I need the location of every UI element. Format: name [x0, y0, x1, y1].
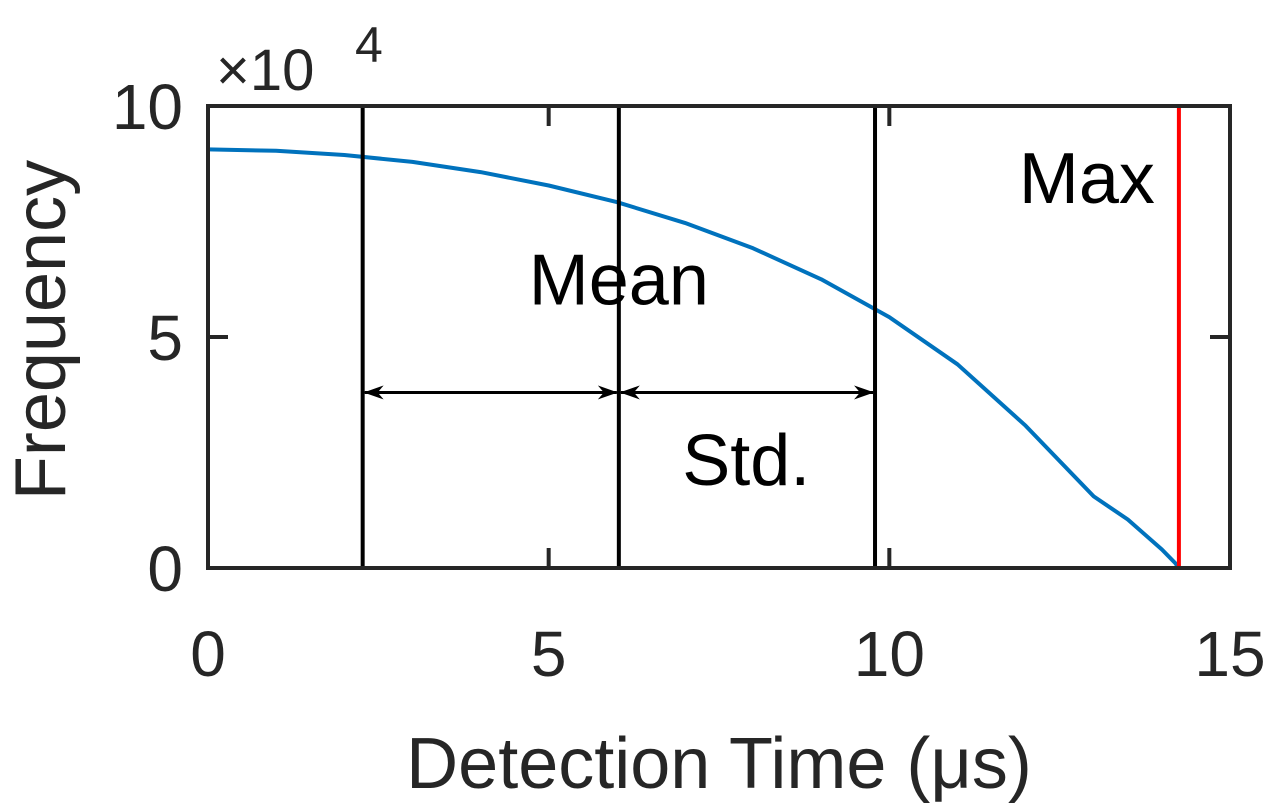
y-tick-label-0: 0: [147, 533, 183, 605]
x-tick-label-3: 15: [1194, 618, 1265, 690]
annotation-std: Std.: [682, 421, 810, 501]
x-tick-label-2: 10: [854, 618, 925, 690]
x-tick-label-0: 0: [190, 618, 226, 690]
x-tick-label-1: 5: [531, 618, 567, 690]
y-axis-label: Frequency: [1, 160, 81, 500]
annotation-max: Max: [1019, 139, 1155, 219]
y-exponent-power: 4: [355, 17, 383, 73]
plot-area: 0 5 10 15 0 5 10 Mean Std. Max: [112, 71, 1266, 690]
y-tick-label-2: 10: [112, 71, 183, 143]
x-axis-label: Detection Time (μs): [406, 724, 1032, 804]
y-tick-label-1: 5: [147, 302, 183, 374]
annotation-mean: Mean: [529, 241, 709, 321]
y-exponent-label: ×10: [216, 38, 314, 103]
series-line-0: [207, 147, 1181, 570]
